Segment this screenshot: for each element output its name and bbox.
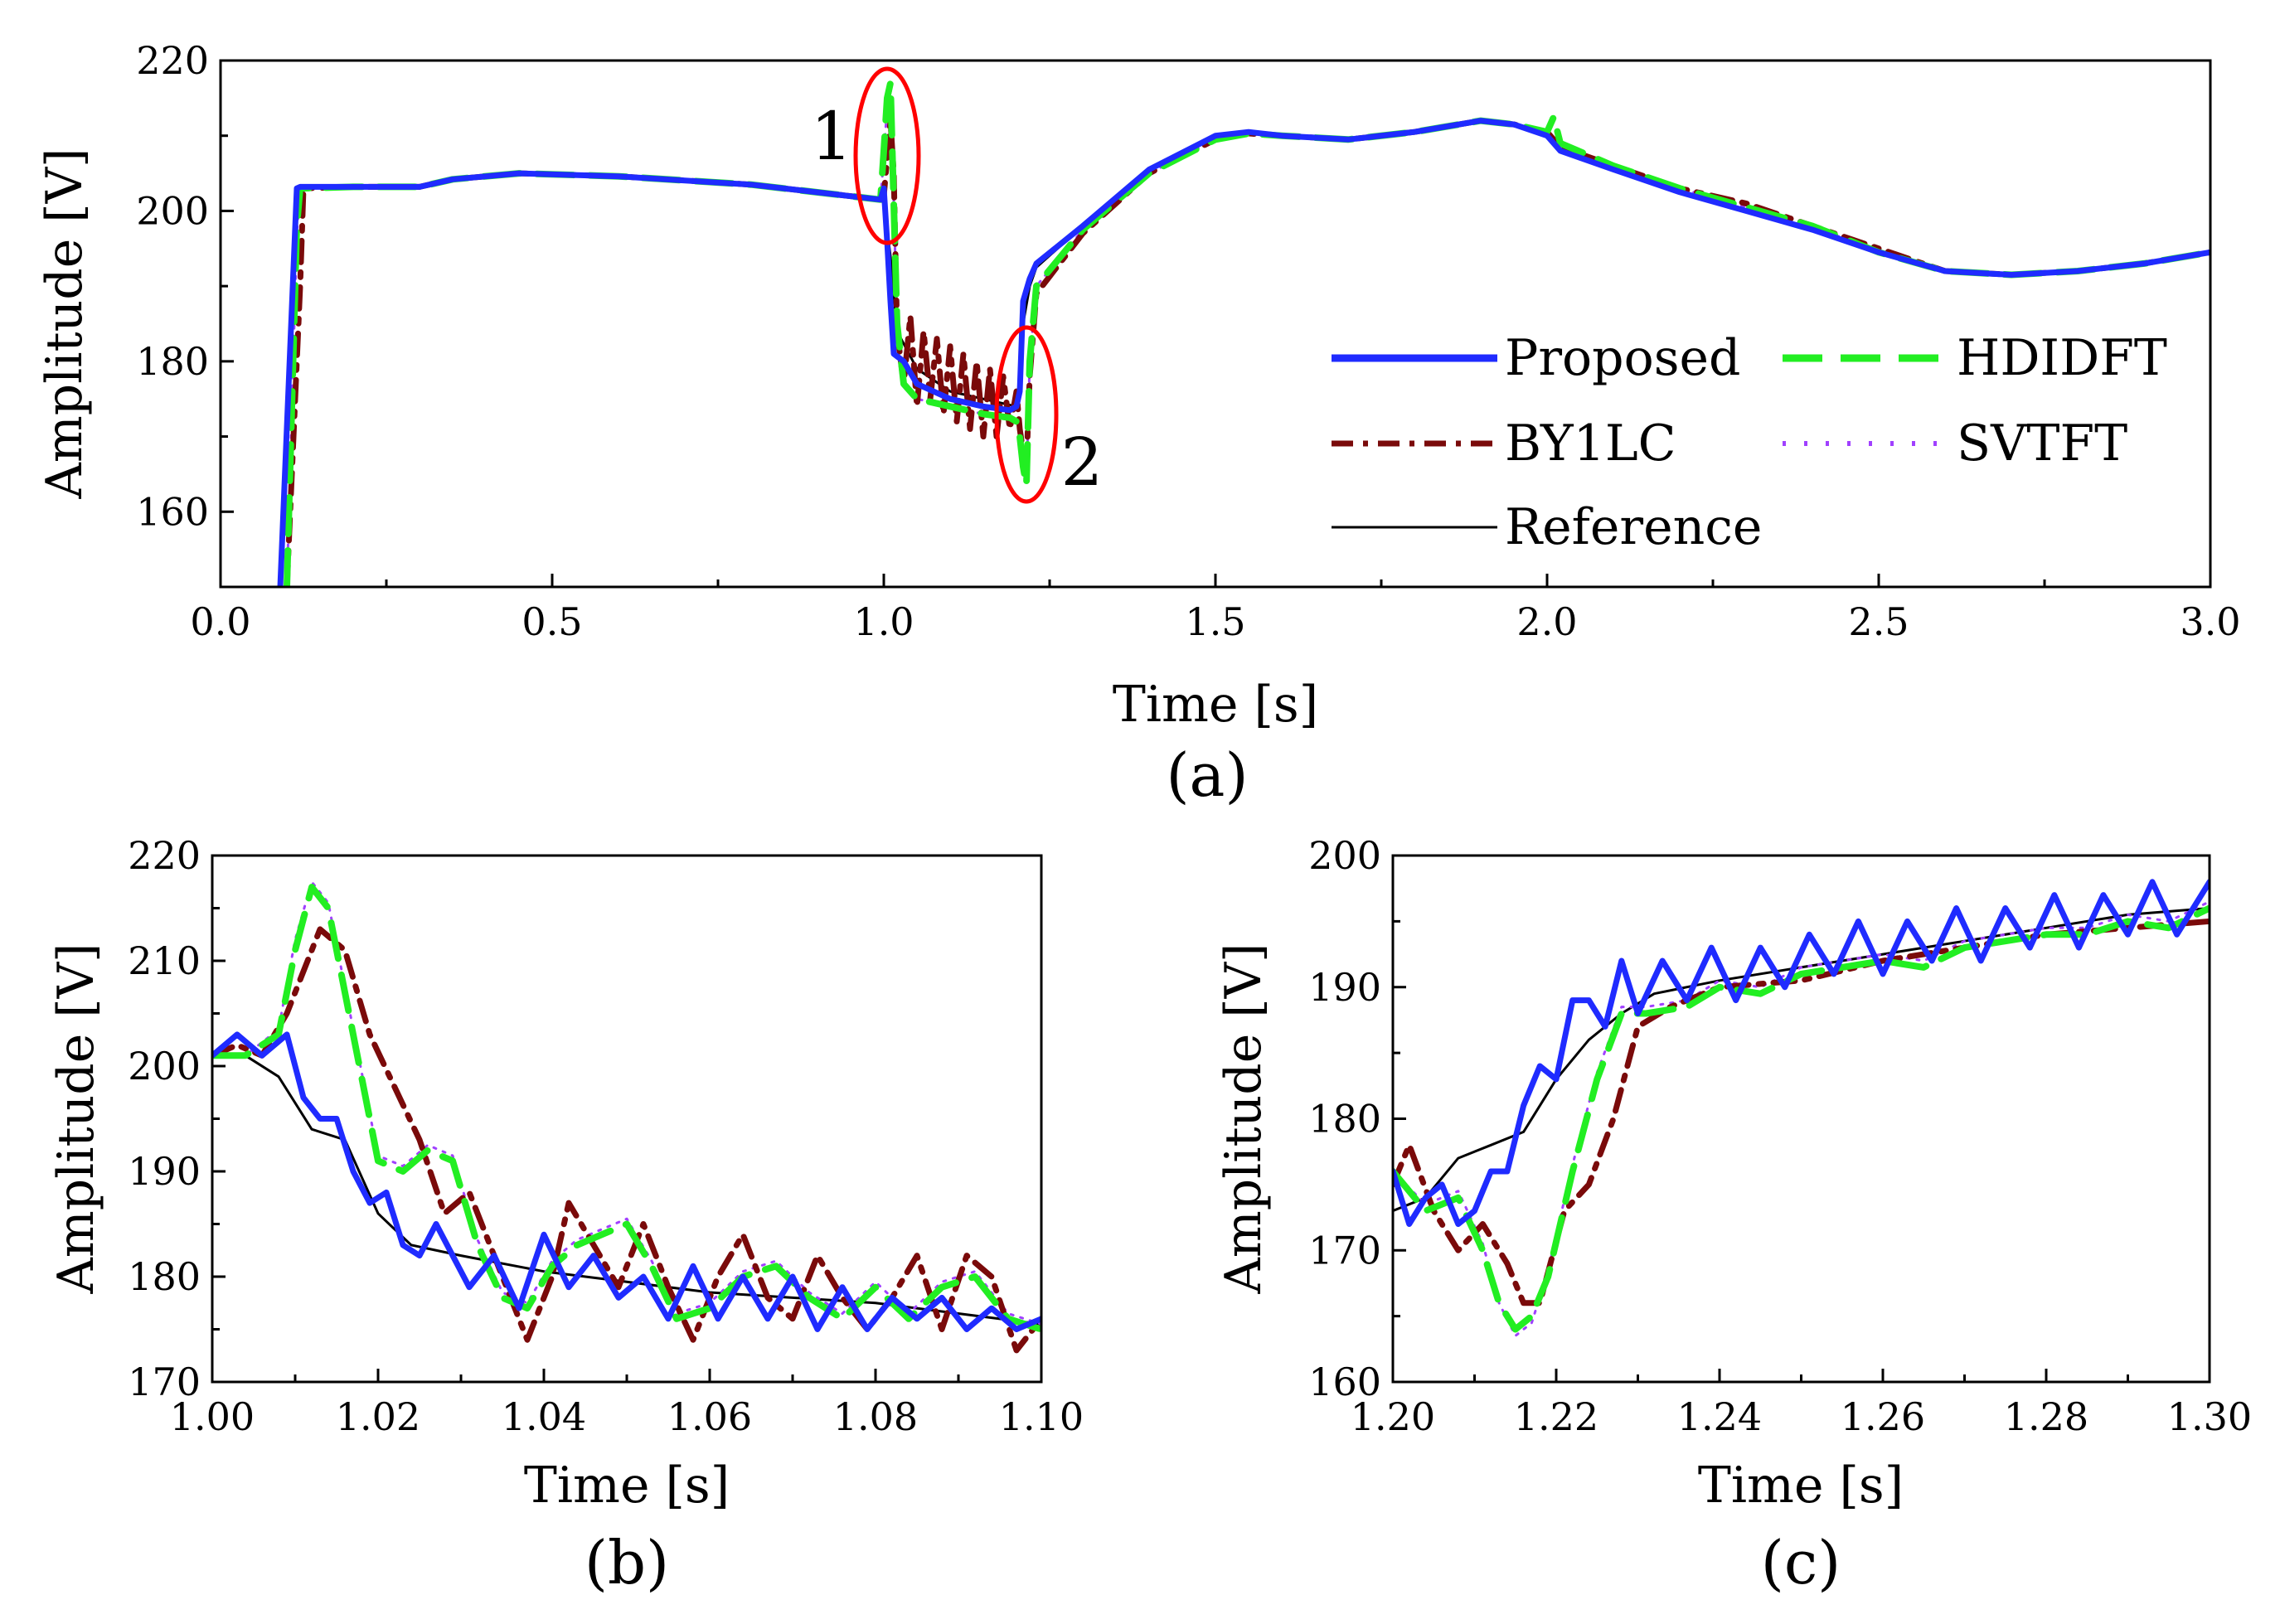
- panel-c-tick-labels: 1.20 1.22 1.24 1.26 1.28 1.30 160 170 180 190 200: [1308, 833, 2252, 1439]
- legend-label-by1lc: BY1LC: [1505, 414, 1676, 473]
- panel-a-series-svtft: [285, 81, 2210, 587]
- panel-c-series: [1393, 879, 2210, 1337]
- panel-b-ytick-label-3: 200: [128, 1044, 201, 1088]
- legend-label-svtft: SVTFT: [1957, 414, 2127, 473]
- legend-entry-by1lc: BY1LC: [1332, 414, 1676, 473]
- panel-a-xtick-label-6: 3.0: [2180, 599, 2240, 644]
- panel-b-xtick-label-3: 1.06: [667, 1394, 752, 1439]
- panel-c-series-proposed: [1393, 879, 2210, 1227]
- panel-c-ytick-label-0: 160: [1308, 1360, 1381, 1404]
- panel-b-label: (b): [585, 1528, 669, 1597]
- panel-b-xlabel: Time [s]: [524, 1457, 730, 1515]
- annotation-label-1: 1: [811, 98, 853, 175]
- panel-a-label: (a): [1166, 740, 1248, 810]
- panel-a-tick-labels: 0.0 0.5 1.0 1.5 2.0 2.5 3.0 160 180 200 220: [136, 38, 2240, 644]
- panel-b-series-by1lc: [212, 926, 1041, 1354]
- panel-a-frame: [219, 59, 2212, 589]
- legend-label-reference: Reference: [1505, 498, 1762, 556]
- panel-a-series-by1lc: [284, 118, 2210, 587]
- panel-a: 0.0 0.5 1.0 1.5 2.0 2.5 3.0 160 180 200 220 Time […: [36, 38, 2241, 810]
- legend-entry-proposed: Proposed: [1332, 329, 1740, 387]
- panel-c-ytick-label-3: 190: [1308, 965, 1381, 1010]
- panel-c-xtick-label-3: 1.26: [1841, 1394, 1925, 1439]
- panel-c-series-by1lc: [1393, 918, 2210, 1306]
- panel-a-xtick-label-3: 1.5: [1185, 599, 1245, 644]
- annotation-ellipse-2: [994, 325, 1059, 504]
- panel-b-ytick-label-1: 180: [128, 1254, 201, 1299]
- panel-c-series-svtft: [1393, 900, 2210, 1337]
- legend-entry-svtft: SVTFT: [1783, 414, 2127, 473]
- panel-c-series-hdidft: [1393, 904, 2210, 1333]
- panel-b-series-hdidft: [212, 884, 1041, 1333]
- annotation-ellipse-1: [853, 66, 921, 245]
- legend-label-hdidft: HDIDFT: [1957, 329, 2167, 387]
- panel-b-xtick-label-2: 1.04: [502, 1394, 586, 1439]
- panel-b-series-reference: [212, 1054, 1041, 1326]
- panel-b-xtick-label-5: 1.10: [999, 1394, 1084, 1439]
- panel-b-tick-labels: 1.00 1.02 1.04 1.06 1.08 1.10 170 180 190 200 210 2…: [128, 833, 1084, 1439]
- panel-c-series-reference: [1393, 907, 2210, 1213]
- panel-c-xtick-label-0: 1.20: [1351, 1394, 1435, 1439]
- panel-b-xtick-label-4: 1.08: [833, 1394, 918, 1439]
- panel-a-xtick-label-0: 0.0: [190, 599, 250, 644]
- panel-b-ytick-label-0: 170: [128, 1360, 201, 1404]
- panel-c-frame: [1391, 854, 2211, 1384]
- panel-b-series-proposed: [212, 1031, 1041, 1332]
- panel-a-series-proposed: [277, 118, 2210, 587]
- panel-a-ytick-label-3: 220: [136, 38, 209, 83]
- panel-c-xtick-label-5: 1.30: [2167, 1394, 2252, 1439]
- annotation-label-2: 2: [1061, 424, 1104, 501]
- panel-a-ytick-label-1: 180: [136, 339, 209, 384]
- panel-c-label: (c): [1761, 1528, 1841, 1597]
- panel-b: 1.00 1.02 1.04 1.06 1.08 1.10 170 180 190 200 210 2…: [47, 833, 1084, 1597]
- panel-b-ylabel: Amplitude [V]: [47, 943, 105, 1295]
- panel-a-xtick-label-2: 1.0: [853, 599, 914, 644]
- panel-b-xtick-label-0: 1.00: [170, 1394, 255, 1439]
- panel-a-series: [277, 80, 2210, 587]
- panel-b-frame: [211, 854, 1043, 1384]
- panel-c: 1.20 1.22 1.24 1.26 1.28 1.30160170180190200 …: [1215, 833, 2252, 1597]
- panel-a-xtick-label-1: 0.5: [521, 599, 582, 644]
- panel-b-ytick-label-5: 220: [128, 833, 201, 878]
- panel-c-xtick-label-4: 1.28: [2004, 1394, 2088, 1439]
- panel-c-xtick-label-2: 1.24: [1677, 1394, 1762, 1439]
- legend-entry-hdidft: HDIDFT: [1783, 329, 2167, 387]
- panel-b-series: [212, 880, 1041, 1354]
- panel-a-ytick-label-2: 200: [136, 188, 209, 233]
- panel-a-ylabel: Amplitude [V]: [36, 148, 94, 500]
- panel-c-ylabel: Amplitude [V]: [1215, 943, 1273, 1295]
- panel-c-ytick-label-2: 180: [1308, 1097, 1381, 1142]
- legend-entry-reference: Reference: [1332, 498, 1762, 556]
- legend: Proposed HDIDFT BY1LC SVTFT Reference: [1332, 329, 2167, 556]
- panel-c-ytick-label-1: 170: [1308, 1228, 1381, 1273]
- panel-b-xtick-label-1: 1.02: [336, 1394, 420, 1439]
- panel-c-ytick-label-4: 200: [1308, 833, 1381, 878]
- panel-b-ytick-label-2: 190: [128, 1149, 201, 1194]
- legend-label-proposed: Proposed: [1505, 329, 1740, 387]
- panel-a-ytick-label-0: 160: [136, 489, 209, 534]
- panel-a-series-reference: [279, 119, 2210, 587]
- panel-a-xtick-label-5: 2.5: [1848, 599, 1909, 644]
- panel-c-xtick-label-1: 1.22: [1514, 1394, 1598, 1439]
- panel-c-xlabel: Time [s]: [1698, 1457, 1904, 1515]
- panel-a-xlabel: Time [s]: [1113, 676, 1318, 734]
- panel-a-series-hdidft: [284, 80, 2210, 587]
- panel-b-ytick-label-4: 210: [128, 938, 201, 983]
- panel-a-xtick-label-4: 2.0: [1516, 599, 1577, 644]
